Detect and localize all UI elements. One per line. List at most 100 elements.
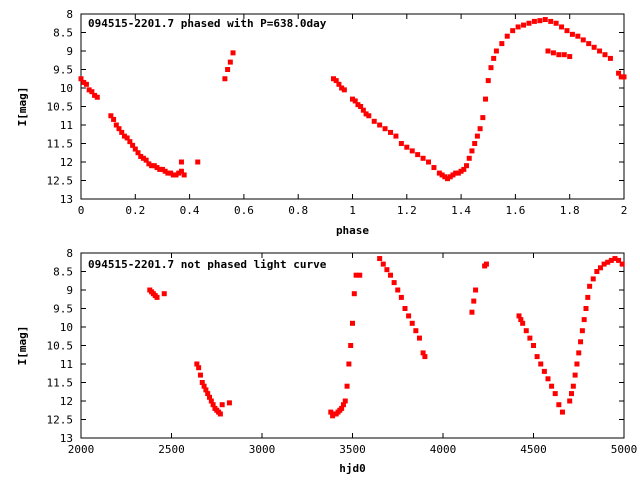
data-point	[157, 166, 163, 172]
data-point	[413, 328, 419, 334]
data-point	[127, 139, 133, 145]
data-point	[371, 118, 377, 124]
data-point	[523, 328, 529, 334]
x-tick-label: 0.4	[180, 204, 200, 217]
x-axis-label: hjd0	[339, 462, 366, 475]
data-point	[382, 126, 388, 132]
data-point	[165, 170, 171, 176]
data-point	[89, 89, 95, 95]
data-point	[346, 361, 352, 367]
data-point	[178, 168, 184, 174]
data-point	[453, 170, 459, 176]
data-point	[207, 394, 213, 400]
x-tick-label: 5000	[611, 443, 638, 456]
x-tick-label: 2	[621, 204, 628, 217]
data-point	[572, 372, 578, 378]
data-point	[388, 129, 394, 135]
data-point	[83, 81, 89, 87]
data-point	[194, 361, 200, 367]
data-point	[196, 365, 202, 371]
data-point	[545, 48, 551, 54]
data-point	[556, 52, 562, 58]
data-point	[420, 155, 426, 161]
y-axis-label: I[mag]	[16, 87, 29, 127]
data-point	[132, 146, 138, 152]
data-point	[618, 74, 624, 80]
data-point	[445, 176, 451, 182]
data-point	[597, 48, 603, 54]
data-point	[225, 67, 231, 72]
data-point	[567, 54, 573, 60]
data-point	[436, 170, 442, 176]
x-tick-label: 2500	[158, 443, 185, 456]
data-point	[450, 172, 456, 178]
data-point	[119, 129, 125, 135]
data-point	[491, 55, 497, 61]
data-point	[621, 74, 627, 80]
data-point	[578, 339, 584, 345]
data-point	[151, 163, 157, 169]
data-point	[585, 294, 591, 300]
data-point	[537, 18, 543, 24]
data-point	[344, 383, 350, 389]
data-point	[406, 313, 412, 319]
data-point	[567, 398, 573, 404]
y-tick-label: 10.5	[47, 340, 74, 353]
data-point	[531, 18, 537, 24]
y-tick-label: 9.5	[53, 303, 73, 316]
y-tick-label: 8.5	[53, 27, 73, 40]
data-point	[154, 165, 160, 171]
data-point	[586, 41, 592, 47]
data-point	[518, 317, 524, 323]
data-point	[350, 320, 355, 326]
y-tick-label: 12.5	[47, 175, 74, 188]
x-tick-label: 2000	[68, 443, 95, 456]
data-point	[398, 141, 404, 146]
data-point	[178, 159, 184, 165]
data-point	[526, 20, 532, 26]
y-tick-label: 9	[66, 284, 73, 297]
data-point	[559, 409, 565, 415]
data-point	[561, 52, 567, 58]
data-point	[195, 159, 201, 165]
data-point	[161, 291, 167, 297]
data-point	[149, 163, 155, 169]
x-axis-label: phase	[336, 224, 369, 237]
data-point	[217, 411, 223, 417]
data-point	[575, 33, 581, 39]
data-point	[116, 126, 122, 132]
data-point	[328, 409, 334, 415]
data-point	[574, 361, 580, 367]
data-point	[355, 102, 361, 108]
data-point	[121, 133, 127, 139]
y-tick-label: 11	[60, 358, 73, 371]
data-point	[350, 96, 355, 102]
data-point	[138, 153, 144, 159]
data-point	[348, 343, 354, 348]
data-point	[124, 135, 130, 141]
data-point	[458, 168, 464, 174]
data-point	[471, 298, 477, 304]
data-point	[534, 354, 540, 360]
y-tick-label: 13	[60, 432, 73, 445]
data-point	[541, 368, 547, 374]
data-point	[464, 163, 470, 169]
chart-title: 094515-2201.7 not phased light curve	[88, 258, 327, 271]
data-point	[590, 276, 596, 282]
data-point	[439, 172, 445, 178]
data-point	[619, 261, 625, 267]
data-point	[340, 402, 346, 408]
data-point	[409, 148, 415, 154]
y-tick-label: 9.5	[53, 64, 73, 77]
y-tick-label: 10	[60, 321, 73, 334]
data-point	[409, 320, 415, 326]
data-point	[226, 400, 232, 406]
data-point	[579, 328, 585, 334]
data-point	[483, 261, 489, 267]
data-point	[545, 376, 551, 382]
y-tick-label: 8.5	[53, 266, 73, 279]
data-point	[352, 98, 358, 104]
data-point	[474, 133, 480, 139]
data-point	[607, 55, 613, 61]
data-point	[415, 152, 421, 158]
